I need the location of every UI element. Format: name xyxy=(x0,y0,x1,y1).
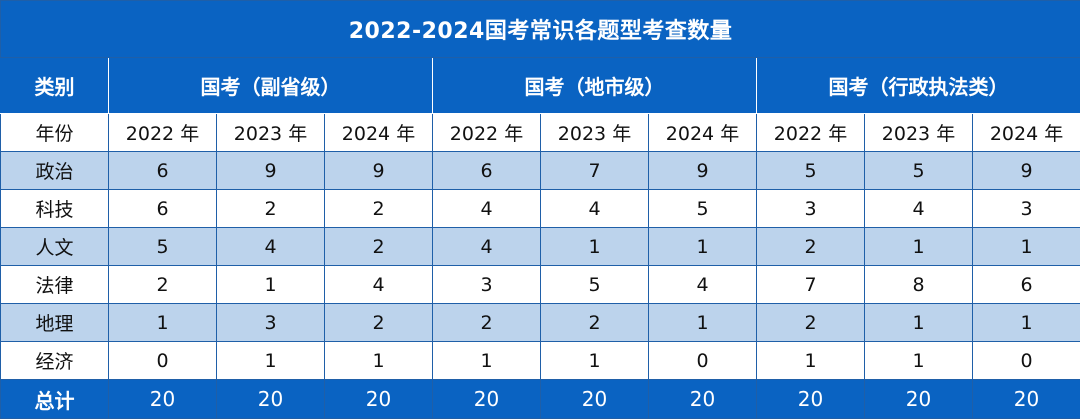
total-label: 总计 xyxy=(1,380,109,419)
table-row: 地理 1 3 2 2 2 1 2 1 1 xyxy=(1,304,1080,342)
value-cell: 1 xyxy=(865,342,973,380)
value-cell: 1 xyxy=(433,342,541,380)
total-cell: 20 xyxy=(541,380,649,419)
value-cell: 4 xyxy=(433,228,541,266)
group-header-row: 类别 国考（副省级） 国考（地市级） 国考（行政执法类） xyxy=(1,58,1080,114)
year-cell: 2023 年 xyxy=(217,114,325,152)
value-cell: 0 xyxy=(973,342,1080,380)
value-cell: 4 xyxy=(217,228,325,266)
year-cell: 2022 年 xyxy=(757,114,865,152)
value-cell: 3 xyxy=(973,190,1080,228)
value-cell: 9 xyxy=(649,152,757,190)
value-cell: 4 xyxy=(541,190,649,228)
value-cell: 1 xyxy=(217,266,325,304)
value-cell: 6 xyxy=(109,152,217,190)
value-cell: 8 xyxy=(865,266,973,304)
year-row: 年份 2022 年 2023 年 2024 年 2022 年 2023 年 20… xyxy=(1,114,1080,152)
table-row: 政治 6 9 9 6 7 9 5 5 9 xyxy=(1,152,1080,190)
table-row: 法律 2 1 4 3 5 4 7 8 6 xyxy=(1,266,1080,304)
value-cell: 1 xyxy=(973,228,1080,266)
total-cell: 20 xyxy=(109,380,217,419)
value-cell: 0 xyxy=(649,342,757,380)
row-label: 经济 xyxy=(1,342,109,380)
value-cell: 1 xyxy=(109,304,217,342)
total-cell: 20 xyxy=(433,380,541,419)
value-cell: 2 xyxy=(541,304,649,342)
year-cell: 2022 年 xyxy=(109,114,217,152)
row-label: 科技 xyxy=(1,190,109,228)
title-row: 2022-2024国考常识各题型考查数量 xyxy=(1,1,1080,58)
value-cell: 1 xyxy=(757,342,865,380)
value-cell: 9 xyxy=(217,152,325,190)
table-row: 人文 5 4 2 4 1 1 2 1 1 xyxy=(1,228,1080,266)
value-cell: 2 xyxy=(217,190,325,228)
year-cell: 2023 年 xyxy=(541,114,649,152)
value-cell: 1 xyxy=(865,304,973,342)
total-cell: 20 xyxy=(649,380,757,419)
group-header-admin-enforcement: 国考（行政执法类） xyxy=(757,58,1080,114)
table-title: 2022-2024国考常识各题型考查数量 xyxy=(1,1,1080,58)
value-cell: 7 xyxy=(757,266,865,304)
value-cell: 1 xyxy=(325,342,433,380)
total-cell: 20 xyxy=(217,380,325,419)
value-cell: 2 xyxy=(325,190,433,228)
value-cell: 5 xyxy=(757,152,865,190)
value-cell: 6 xyxy=(973,266,1080,304)
total-row: 总计 20 20 20 20 20 20 20 20 20 xyxy=(1,380,1080,419)
value-cell: 6 xyxy=(433,152,541,190)
group-header-vice-provincial: 国考（副省级） xyxy=(109,58,433,114)
value-cell: 2 xyxy=(109,266,217,304)
value-cell: 9 xyxy=(973,152,1080,190)
row-label: 人文 xyxy=(1,228,109,266)
table-row: 经济 0 1 1 1 1 0 1 1 0 xyxy=(1,342,1080,380)
year-cell: 2024 年 xyxy=(973,114,1080,152)
value-cell: 2 xyxy=(325,228,433,266)
value-cell: 1 xyxy=(649,228,757,266)
value-cell: 5 xyxy=(541,266,649,304)
value-cell: 4 xyxy=(433,190,541,228)
value-cell: 1 xyxy=(865,228,973,266)
value-cell: 6 xyxy=(109,190,217,228)
category-header: 类别 xyxy=(1,58,109,114)
total-cell: 20 xyxy=(757,380,865,419)
value-cell: 3 xyxy=(433,266,541,304)
value-cell: 1 xyxy=(217,342,325,380)
value-cell: 1 xyxy=(649,304,757,342)
year-cell: 2023 年 xyxy=(865,114,973,152)
value-cell: 3 xyxy=(217,304,325,342)
value-cell: 2 xyxy=(433,304,541,342)
value-cell: 0 xyxy=(109,342,217,380)
value-cell: 1 xyxy=(541,342,649,380)
value-cell: 4 xyxy=(865,190,973,228)
value-cell: 2 xyxy=(757,304,865,342)
year-cell: 2022 年 xyxy=(433,114,541,152)
value-cell: 9 xyxy=(325,152,433,190)
total-cell: 20 xyxy=(973,380,1080,419)
value-cell: 5 xyxy=(109,228,217,266)
value-cell: 2 xyxy=(325,304,433,342)
value-cell: 1 xyxy=(541,228,649,266)
year-header: 年份 xyxy=(1,114,109,152)
value-cell: 2 xyxy=(757,228,865,266)
value-cell: 7 xyxy=(541,152,649,190)
value-cell: 1 xyxy=(973,304,1080,342)
value-cell: 4 xyxy=(649,266,757,304)
row-label: 地理 xyxy=(1,304,109,342)
row-label: 法律 xyxy=(1,266,109,304)
value-cell: 3 xyxy=(757,190,865,228)
total-cell: 20 xyxy=(865,380,973,419)
row-label: 政治 xyxy=(1,152,109,190)
group-header-prefecture: 国考（地市级） xyxy=(433,58,757,114)
value-cell: 4 xyxy=(325,266,433,304)
value-cell: 5 xyxy=(649,190,757,228)
value-cell: 5 xyxy=(865,152,973,190)
total-cell: 20 xyxy=(325,380,433,419)
year-cell: 2024 年 xyxy=(325,114,433,152)
table-row: 科技 6 2 2 4 4 5 3 4 3 xyxy=(1,190,1080,228)
year-cell: 2024 年 xyxy=(649,114,757,152)
